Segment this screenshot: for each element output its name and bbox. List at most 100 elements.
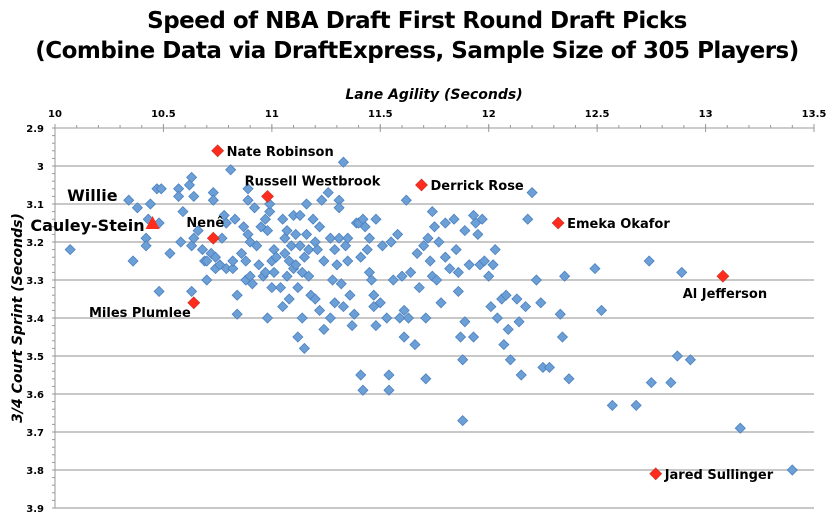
- data-point: [454, 331, 467, 343]
- data-point: [394, 312, 406, 324]
- chart-title-line-2: (Combine Data via DraftExpress, Sample S…: [35, 38, 799, 64]
- data-point: [526, 187, 538, 199]
- data-point: [294, 240, 306, 252]
- data-point: [292, 331, 304, 343]
- data-point: [220, 217, 232, 229]
- data-point: [359, 221, 371, 233]
- data-point: [227, 263, 239, 275]
- data-point: [342, 232, 354, 244]
- data-point: [383, 384, 395, 396]
- data-point: [431, 274, 443, 286]
- data-point: [452, 285, 464, 297]
- data-point: [186, 285, 198, 297]
- data-point: [409, 339, 421, 351]
- data-point: [357, 384, 369, 396]
- data-point: [472, 228, 484, 240]
- data-point: [513, 316, 525, 328]
- data-point: [511, 293, 523, 305]
- data-point: [292, 282, 304, 294]
- data-point: [422, 232, 434, 244]
- data-point: [216, 232, 228, 244]
- highlight-diamond-marker: [211, 144, 225, 158]
- data-point: [463, 259, 475, 271]
- data-point: [177, 206, 189, 218]
- data-point: [251, 240, 263, 252]
- highlight-diamond-marker: [261, 189, 274, 203]
- data-point: [229, 213, 241, 225]
- data-point: [324, 232, 336, 244]
- data-point: [476, 213, 488, 225]
- data-point: [786, 464, 798, 476]
- data-point: [400, 194, 412, 206]
- data-point: [231, 289, 243, 301]
- data-point: [261, 312, 274, 324]
- point-label: Derrick Rose: [430, 179, 523, 194]
- data-point: [303, 244, 315, 256]
- data-point: [227, 255, 239, 267]
- data-point: [374, 297, 386, 309]
- data-point: [520, 301, 532, 313]
- data-point: [253, 259, 265, 271]
- data-point: [361, 244, 373, 256]
- highlight-diamond-marker: [187, 296, 201, 310]
- data-point: [270, 251, 282, 263]
- data-point: [300, 198, 313, 210]
- highlight-diamond-marker: [551, 216, 565, 230]
- data-point: [487, 259, 499, 271]
- data-point: [144, 198, 156, 210]
- data-point: [504, 354, 516, 366]
- data-point: [420, 312, 432, 324]
- data-point: [439, 217, 451, 229]
- data-point: [355, 369, 367, 381]
- data-point: [491, 312, 503, 324]
- data-point: [140, 240, 152, 252]
- data-point: [314, 304, 326, 316]
- data-point: [402, 312, 415, 324]
- data-point: [457, 354, 469, 366]
- highlight-diamond-marker: [649, 467, 663, 481]
- data-point: [559, 270, 571, 282]
- y-tick-label: 3.7: [26, 428, 44, 439]
- gridlines: [55, 165, 814, 509]
- data-point: [277, 301, 289, 313]
- data-point: [346, 320, 358, 332]
- data-point: [307, 213, 319, 225]
- y-tick-label: 3.3: [26, 276, 44, 287]
- data-point: [274, 282, 287, 294]
- data-point: [240, 255, 252, 267]
- data-point: [303, 270, 315, 282]
- data-point: [266, 282, 278, 294]
- data-point: [383, 369, 395, 381]
- point-label: Nate Robinson: [227, 145, 334, 160]
- data-point: [485, 301, 497, 313]
- data-point: [316, 194, 328, 206]
- data-point: [164, 247, 176, 259]
- data-point: [385, 236, 397, 248]
- data-point: [428, 221, 441, 233]
- data-point: [355, 251, 367, 263]
- data-point: [418, 240, 430, 252]
- data-point: [242, 194, 254, 206]
- data-point: [329, 297, 341, 309]
- x-tick-label: 11.5: [368, 109, 393, 120]
- data-point: [595, 304, 608, 316]
- data-point: [127, 255, 139, 267]
- data-point: [363, 232, 376, 244]
- data-point: [175, 236, 187, 248]
- data-point: [311, 244, 323, 256]
- data-point: [498, 339, 510, 351]
- x-tick-label: 12: [482, 109, 496, 120]
- data-point: [589, 263, 601, 275]
- data-point: [333, 232, 345, 244]
- point-label: Cauley-Stein: [30, 216, 144, 235]
- data-point: [238, 221, 250, 233]
- data-point: [450, 244, 462, 256]
- data-point: [329, 244, 341, 256]
- data-point: [201, 255, 213, 267]
- data-point: [413, 282, 425, 294]
- data-point: [192, 225, 204, 237]
- data-point: [318, 323, 330, 335]
- data-point: [671, 350, 683, 362]
- data-point: [173, 190, 185, 202]
